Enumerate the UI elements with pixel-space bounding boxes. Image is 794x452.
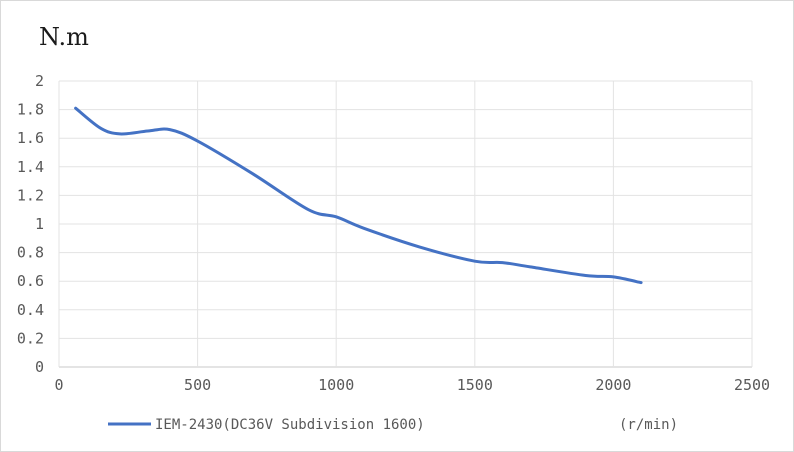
x-tick-label: 1000 [318, 376, 354, 394]
series-line [74, 106, 643, 285]
x-tick-label: 2500 [734, 376, 770, 394]
y-tick-label: 0.4 [17, 301, 44, 319]
y-tick-label: 1.8 [17, 101, 44, 119]
x-tick-label: 2000 [595, 376, 631, 394]
legend-label: IEM-2430(DC36V Subdivision 1600) [155, 417, 425, 433]
x-unit-label: (r/min) [619, 417, 678, 433]
y-tick-label: 1 [35, 215, 44, 233]
y-tick-label: 0.8 [17, 244, 44, 262]
y-tick-label: 2 [35, 72, 44, 90]
y-tick-label: 0.6 [17, 272, 44, 290]
series-lines [74, 106, 643, 285]
gridlines [58, 80, 753, 368]
x-tick-label: 0 [54, 376, 63, 394]
y-tick-label: 1.6 [17, 129, 44, 147]
y-tick-label: 1.2 [17, 186, 44, 204]
y-tick-label: 1.4 [17, 158, 44, 176]
legend: IEM-2430(DC36V Subdivision 1600) [108, 417, 425, 433]
y-tick-label: 0 [35, 358, 44, 376]
tick-labels: 0 0.2 0.4 0.6 0.8 1 1.2 1.4 1.6 1.8 2 0 500 1000 1500 2… [17, 72, 770, 394]
y-tick-label: 0.2 [17, 329, 44, 347]
y-unit-label: N.m [39, 23, 89, 51]
x-tick-label: 1500 [457, 376, 493, 394]
x-tick-label: 500 [184, 376, 211, 394]
